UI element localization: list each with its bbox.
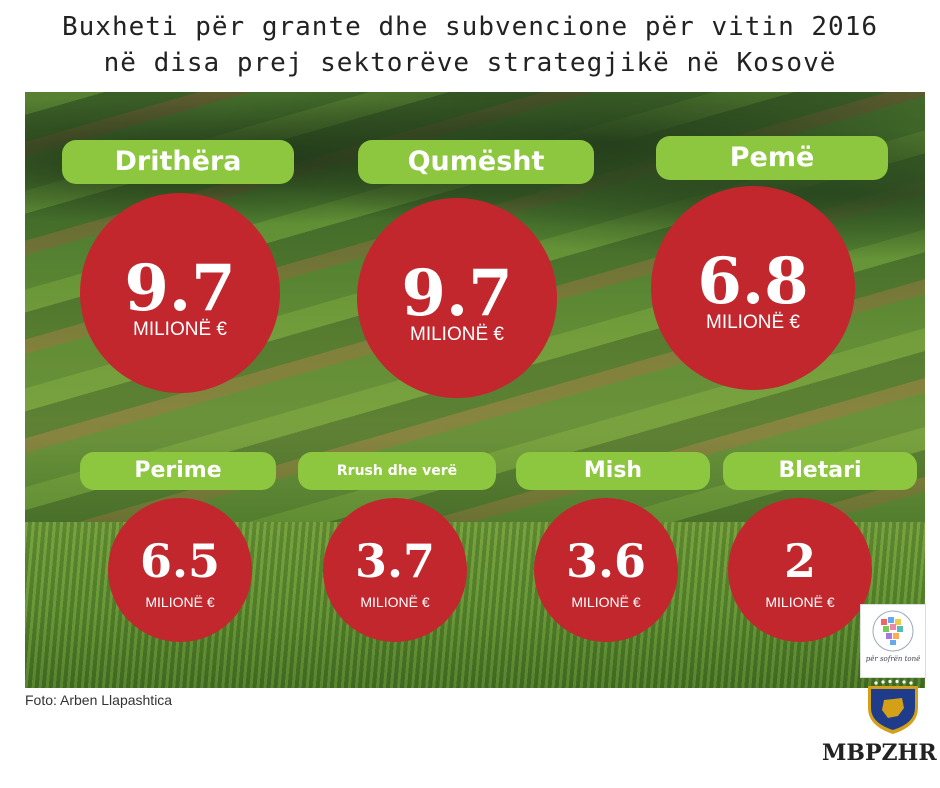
sector-label-drithera: Drithëra <box>62 140 294 184</box>
title-line-2: në disa prej sektorëve strategjikë në Ko… <box>103 48 837 78</box>
sector-value: 3.7 <box>354 534 436 588</box>
sector-unit: MILIONË € <box>571 594 641 610</box>
sector-label-mish: Mish <box>516 452 710 490</box>
sector-label-bletari: Bletari <box>723 452 917 490</box>
campaign-logo: për sofrën tonë <box>860 604 926 678</box>
sector-label-perime: Perime <box>80 452 276 490</box>
sector-value: 9.7 <box>124 251 236 326</box>
sector-unit: MILIONË € <box>410 324 504 345</box>
sector-unit: MILIONË € <box>765 594 835 610</box>
sector-label-qumesht: Qumësht <box>358 140 594 184</box>
sector-circle-drithera: 9.7 MILIONË € <box>80 193 280 393</box>
sector-unit: MILIONË € <box>145 594 215 610</box>
sector-label-peme: Pemë <box>656 136 888 180</box>
sector-circle-qumesht: 9.7 MILIONË € <box>357 198 557 398</box>
map-mosaic-icon <box>872 610 914 652</box>
sector-value: 9.7 <box>401 256 513 331</box>
sector-unit: MILIONË € <box>706 312 800 333</box>
sector-label-rrush-dhe-vere: Rrush dhe verë <box>298 452 496 490</box>
sector-unit: MILIONË € <box>360 594 430 610</box>
logo-caption: për sofrën tonë <box>865 655 921 663</box>
sector-value: 2 <box>783 534 816 588</box>
sector-circle-mish: 3.6 MILIONË € <box>534 498 678 642</box>
organization-name: MBPZHR <box>822 740 937 766</box>
kosovo-coat-of-arms-icon <box>868 679 918 734</box>
photo-credit: Foto: Arben Llapashtica <box>25 692 173 708</box>
title-line-1: Buxheti për grante dhe subvencione për v… <box>61 12 878 42</box>
sector-circle-peme: 6.8 MILIONË € <box>651 186 855 390</box>
sector-value: 6.8 <box>697 244 809 319</box>
sector-value: 6.5 <box>139 534 221 588</box>
sector-circle-rrush-dhe-vere: 3.7 MILIONË € <box>323 498 467 642</box>
sector-value: 3.6 <box>565 534 647 588</box>
sector-circle-perime: 6.5 MILIONË € <box>108 498 252 642</box>
sector-circle-bletari: 2 MILIONË € <box>728 498 872 642</box>
sector-unit: MILIONË € <box>133 319 227 340</box>
